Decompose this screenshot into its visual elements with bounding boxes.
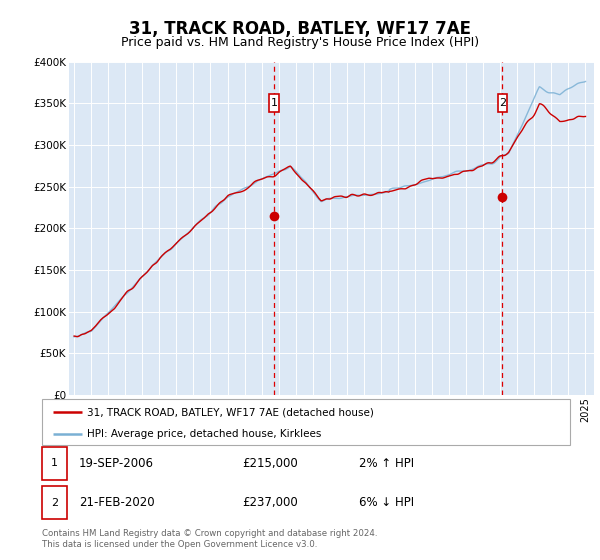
Text: 31, TRACK ROAD, BATLEY, WF17 7AE (detached house): 31, TRACK ROAD, BATLEY, WF17 7AE (detach… (87, 407, 374, 417)
FancyBboxPatch shape (42, 447, 67, 480)
Text: 2: 2 (51, 498, 58, 507)
FancyBboxPatch shape (269, 94, 278, 113)
Text: Contains HM Land Registry data © Crown copyright and database right 2024.
This d: Contains HM Land Registry data © Crown c… (42, 529, 377, 549)
Text: 1: 1 (51, 459, 58, 468)
Text: £237,000: £237,000 (242, 496, 298, 509)
Text: 19-SEP-2006: 19-SEP-2006 (79, 457, 154, 470)
Text: 2% ↑ HPI: 2% ↑ HPI (359, 457, 414, 470)
Text: HPI: Average price, detached house, Kirklees: HPI: Average price, detached house, Kirk… (87, 429, 321, 438)
Text: Price paid vs. HM Land Registry's House Price Index (HPI): Price paid vs. HM Land Registry's House … (121, 36, 479, 49)
FancyBboxPatch shape (42, 399, 570, 445)
Text: 31, TRACK ROAD, BATLEY, WF17 7AE: 31, TRACK ROAD, BATLEY, WF17 7AE (129, 20, 471, 38)
Text: £215,000: £215,000 (242, 457, 298, 470)
Text: 2: 2 (499, 98, 506, 108)
FancyBboxPatch shape (42, 486, 67, 520)
Text: 6% ↓ HPI: 6% ↓ HPI (359, 496, 414, 509)
Text: 21-FEB-2020: 21-FEB-2020 (79, 496, 155, 509)
Text: 1: 1 (271, 98, 277, 108)
FancyBboxPatch shape (498, 94, 507, 113)
